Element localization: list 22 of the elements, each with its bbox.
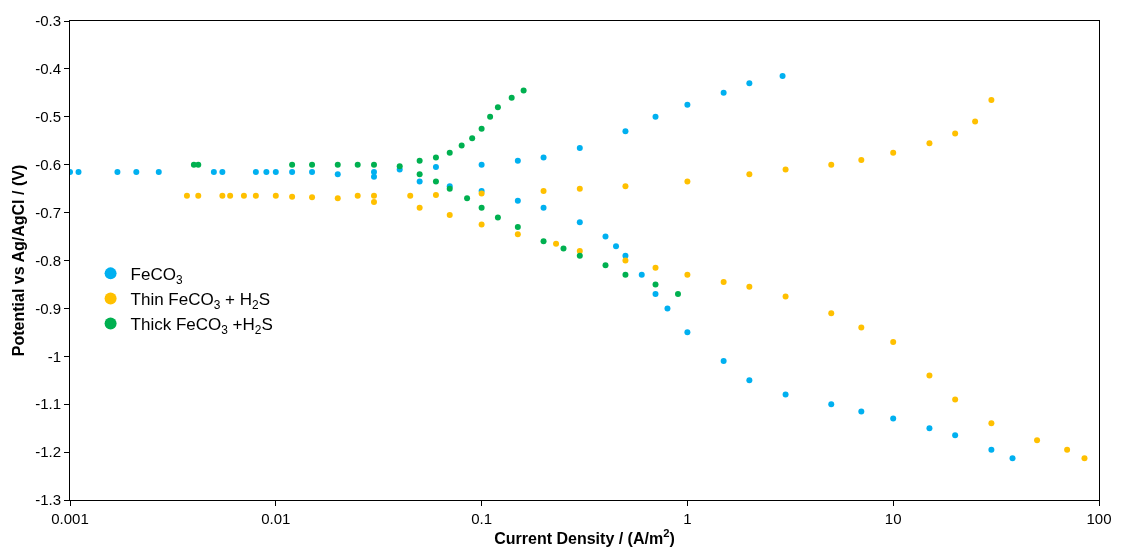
y-tick-label: -0.8 [35,251,61,269]
legend-label: Thin FeCO$_{3}$ + H$_{2}$S [130,290,270,312]
legend-label: Thick FeCO$_{3}$ +H$_{2}$S [130,315,273,337]
y-axis-title: Potential vs Ag/AgCl / (V) [10,164,28,357]
y-tick-label: -1.2 [35,443,61,461]
y-tick-label: -0.4 [35,60,61,78]
y-tick-label: -1.3 [35,491,61,509]
y-tick-label: -0.7 [35,203,61,221]
y-tick-label: -0.9 [35,299,61,317]
x-tick-label: 100 [1086,510,1112,527]
y-tick-label: -0.6 [35,155,61,173]
legend-label: FeCO$_{3}$ [130,265,183,287]
x-tick-label: 10 [884,510,902,527]
y-tick-label: -0.3 [35,12,61,30]
y-tick-label: -1 [47,347,61,365]
x-tick-label: 1 [683,510,692,527]
x-tick-label: 0.1 [471,510,493,527]
x-tick-label: 0.001 [51,510,89,527]
y-tick-label: -0.5 [35,108,61,126]
x-axis-title: Current Density / (A/m$^{2}$) [494,526,675,547]
x-tick-label: 0.01 [261,510,291,527]
y-tick-label: -1.1 [35,395,61,413]
